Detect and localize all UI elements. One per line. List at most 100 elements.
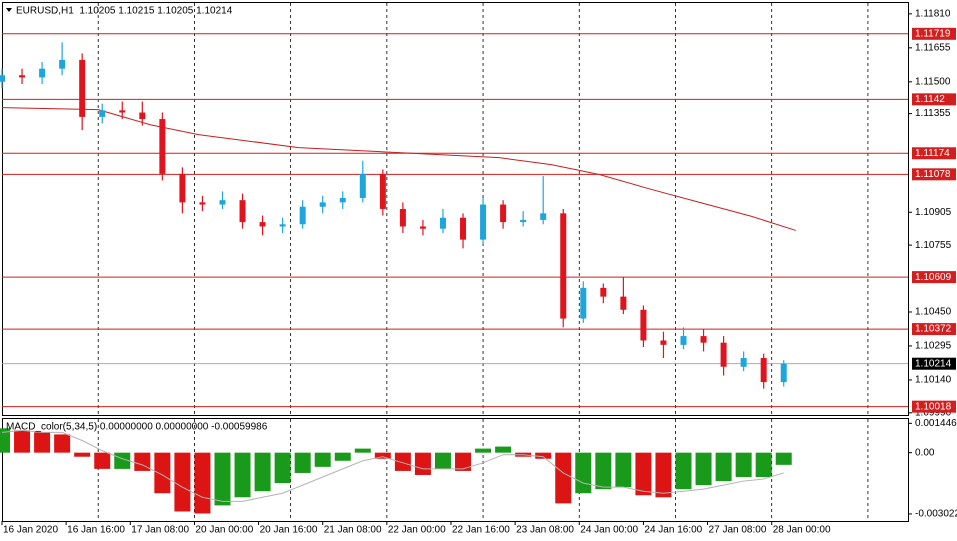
- candle-body: [339, 197, 346, 203]
- macd-bar: [535, 452, 552, 459]
- y-tick-label: 1.10755: [915, 240, 952, 251]
- candle-body: [199, 202, 206, 205]
- candle-body: [159, 119, 166, 174]
- level-tag: [912, 271, 956, 284]
- candle-body: [720, 342, 727, 367]
- macd-bar: [475, 448, 492, 453]
- macd-bar: [775, 452, 792, 465]
- candle-body: [500, 204, 507, 223]
- macd-bar: [0, 428, 10, 453]
- y-tick-label: 1.10905: [915, 207, 952, 218]
- macd-bar: [394, 452, 411, 471]
- x-tick-label: 21 Jan 08:00: [324, 525, 382, 536]
- y-tick-label: 1.11810: [915, 9, 951, 20]
- candle-body: [219, 200, 226, 205]
- macd-bar: [414, 452, 431, 475]
- candle-body: [660, 340, 667, 345]
- macd-bar: [715, 452, 732, 482]
- level-label: 1.10609: [915, 272, 952, 283]
- candle-body: [700, 336, 707, 343]
- level-label: 1.11174: [915, 148, 950, 159]
- moving-average: [1, 107, 796, 231]
- candle-body: [520, 219, 527, 223]
- y-tick-label: 1.10295: [915, 341, 952, 352]
- macd-bar: [615, 452, 632, 488]
- current-price-tag: [912, 357, 956, 370]
- y-tick-label: 1.11355: [915, 108, 951, 119]
- macd-bar: [54, 434, 71, 453]
- macd-bar: [94, 452, 111, 469]
- candle-body: [460, 217, 467, 240]
- macd-bar: [154, 452, 171, 494]
- macd-bar: [254, 452, 271, 492]
- candle-body: [419, 226, 426, 229]
- macd-bar: [14, 430, 31, 453]
- macd-bar: [735, 452, 752, 478]
- macd-bar: [214, 452, 231, 506]
- candle-body: [259, 222, 266, 227]
- y-tick-label: -0.0030227: [915, 509, 957, 520]
- macd-bar: [755, 452, 772, 478]
- macd-bar: [174, 452, 191, 512]
- x-tick-label: 22 Jan 16:00: [452, 525, 510, 536]
- x-tick-label: 27 Jan 08:00: [709, 525, 767, 536]
- x-tick-label: 23 Jan 08:00: [516, 525, 574, 536]
- macd-bar: [274, 452, 291, 484]
- macd-bar: [34, 432, 51, 453]
- candle-body: [600, 287, 607, 297]
- level-label: 1.10018: [915, 401, 952, 412]
- x-tick-label: 20 Jan 16:00: [260, 525, 318, 536]
- candle-body: [740, 358, 747, 367]
- y-tick-label: 1.11655: [915, 42, 951, 53]
- x-tick-label: 17 Jan 08:00: [131, 525, 189, 536]
- candle-body: [399, 208, 406, 227]
- macd-bar: [314, 452, 331, 467]
- level-tag: [912, 168, 956, 181]
- candle-body: [99, 110, 106, 117]
- symbol-icon: [6, 8, 12, 12]
- level-label: 1.11078: [915, 169, 951, 180]
- level-label: 1.10372: [915, 324, 952, 335]
- candle-body: [560, 213, 567, 319]
- candle-body: [79, 59, 86, 117]
- level-tag: [912, 147, 956, 160]
- candle-body: [359, 173, 366, 198]
- candle-body: [19, 75, 26, 78]
- candle-body: [319, 202, 326, 207]
- candle-body: [439, 217, 446, 229]
- candle-body: [680, 336, 687, 345]
- macd-bar: [635, 452, 652, 496]
- y-tick-label: 1.10140: [915, 375, 952, 386]
- macd-bar: [495, 446, 512, 453]
- candle-body: [780, 363, 787, 383]
- candle-body: [540, 213, 547, 220]
- macd-bar: [434, 452, 451, 469]
- candle-body: [119, 110, 126, 113]
- macd-bar: [234, 452, 251, 498]
- candle-body: [379, 173, 386, 209]
- x-tick-label: 20 Jan 00:00: [195, 525, 253, 536]
- candle-body: [760, 358, 767, 383]
- macd-bar: [74, 452, 91, 457]
- candle-body: [640, 309, 647, 341]
- y-tick-label: 1.10450: [915, 307, 952, 318]
- candle-body: [0, 75, 5, 82]
- level-label: 1.11719: [915, 28, 951, 39]
- candle-body: [279, 224, 286, 227]
- macd-bar: [294, 452, 311, 473]
- macd-bar: [695, 452, 712, 486]
- level-tag: [912, 93, 956, 106]
- candle-body: [480, 204, 487, 240]
- level-tag: [912, 400, 956, 413]
- y-tick-label: 0.00: [915, 447, 935, 458]
- level-label: 1.1142: [915, 94, 945, 105]
- macd-bar: [455, 452, 472, 471]
- macd-bar: [194, 452, 211, 514]
- x-tick-label: 28 Jan 00:00: [773, 525, 831, 536]
- candle-body: [299, 206, 306, 225]
- candle-body: [580, 287, 587, 319]
- macd-bar: [354, 448, 371, 453]
- y-tick-label: 1.11500: [915, 76, 951, 87]
- level-tag: [912, 323, 956, 336]
